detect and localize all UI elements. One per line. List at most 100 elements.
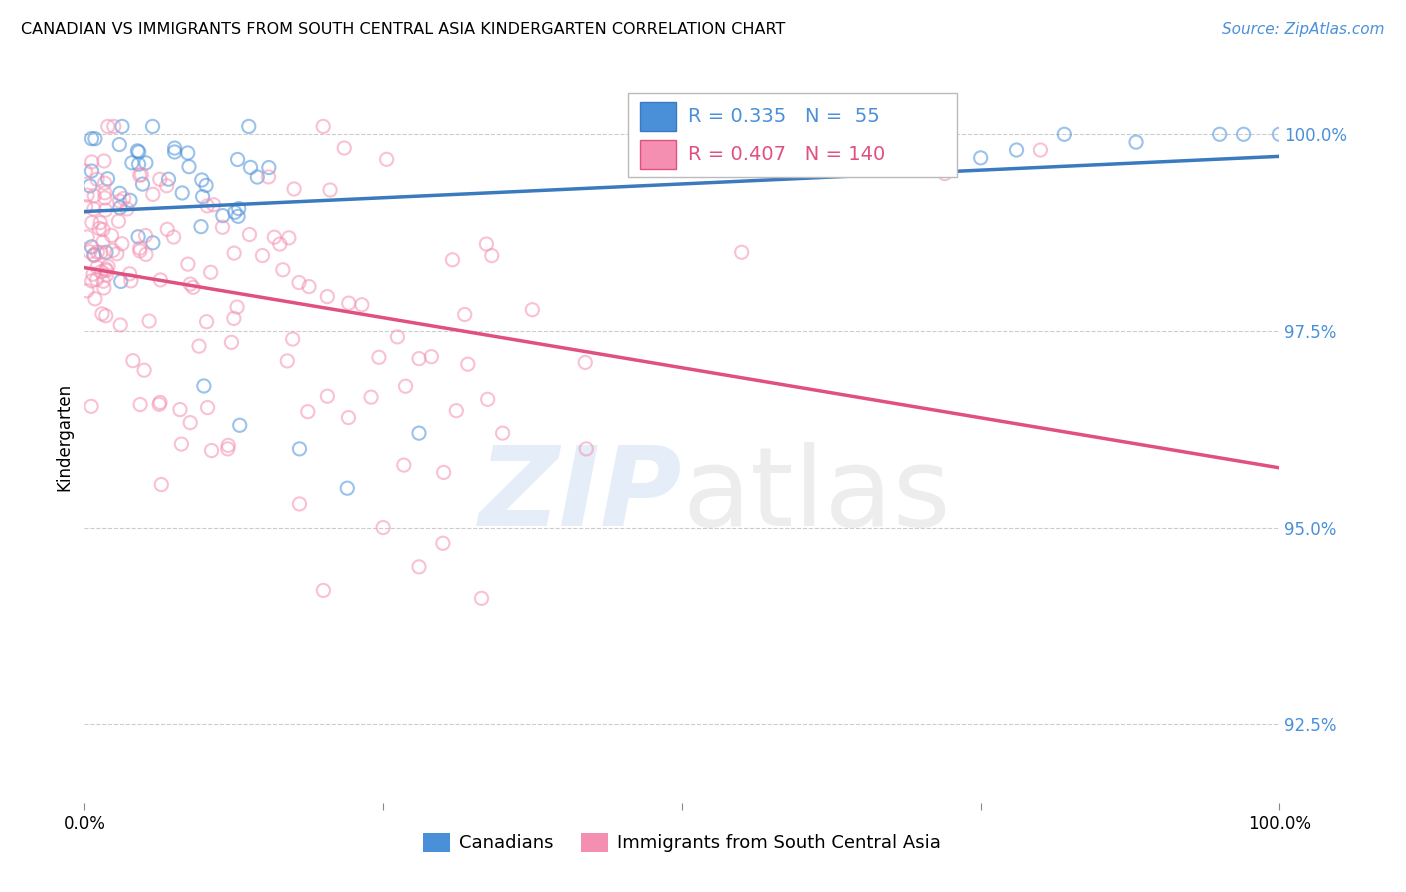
Point xyxy=(80,274,103,288)
Point xyxy=(373,520,395,534)
Point xyxy=(135,247,157,261)
Bar xyxy=(640,139,676,169)
Point xyxy=(121,156,143,170)
Point xyxy=(392,458,415,472)
Point xyxy=(224,205,246,219)
Point xyxy=(156,178,179,193)
Point xyxy=(138,314,160,328)
Y-axis label: Kindergarten: Kindergarten xyxy=(55,383,73,491)
Point xyxy=(574,355,596,369)
Point xyxy=(127,144,149,158)
Text: R = 0.407   N = 140: R = 0.407 N = 140 xyxy=(688,145,886,164)
Point xyxy=(1233,128,1256,142)
Point xyxy=(188,339,211,353)
FancyBboxPatch shape xyxy=(628,94,957,178)
Point xyxy=(108,137,131,152)
Point xyxy=(122,353,145,368)
Point xyxy=(477,392,499,407)
Point xyxy=(457,357,479,371)
Point xyxy=(96,268,118,282)
Point xyxy=(433,466,456,480)
Point xyxy=(97,120,120,134)
Point xyxy=(131,168,153,182)
Point xyxy=(96,263,118,277)
Point xyxy=(128,157,150,171)
Point xyxy=(441,252,464,267)
Point xyxy=(337,296,360,310)
Point xyxy=(142,235,165,250)
Point xyxy=(91,235,114,250)
Point xyxy=(1125,135,1147,149)
Point xyxy=(86,260,108,275)
Point xyxy=(283,182,305,196)
Point xyxy=(110,318,132,332)
Point xyxy=(252,248,274,262)
Point xyxy=(281,332,304,346)
Point xyxy=(83,131,105,145)
Point xyxy=(934,167,956,181)
Point xyxy=(84,292,107,306)
Point xyxy=(105,246,128,260)
Point xyxy=(118,194,141,208)
Point xyxy=(115,202,138,216)
Point xyxy=(1209,128,1232,142)
Point xyxy=(110,275,132,289)
Point xyxy=(177,145,200,160)
Point xyxy=(368,351,391,365)
Point xyxy=(337,410,360,425)
Point xyxy=(191,173,214,187)
Point xyxy=(200,265,222,279)
Point xyxy=(170,437,193,451)
Point xyxy=(94,186,117,200)
Point xyxy=(226,300,249,314)
Point xyxy=(111,236,134,251)
Point xyxy=(79,178,101,193)
Point xyxy=(108,201,131,215)
Point xyxy=(82,267,104,281)
Point xyxy=(97,260,120,274)
Point xyxy=(224,246,246,260)
Point xyxy=(172,186,194,200)
Point xyxy=(80,216,103,230)
Point xyxy=(211,220,233,235)
Point xyxy=(131,177,153,191)
Point xyxy=(522,302,544,317)
Point xyxy=(408,351,430,366)
Point xyxy=(333,141,356,155)
Point xyxy=(271,262,294,277)
Point xyxy=(195,199,218,213)
Point xyxy=(211,209,233,223)
Point xyxy=(142,120,165,134)
Point xyxy=(360,390,382,404)
Point xyxy=(76,230,98,244)
Point xyxy=(350,298,373,312)
Point xyxy=(108,194,131,208)
Point xyxy=(1005,143,1028,157)
Point xyxy=(112,192,135,206)
Point xyxy=(191,189,214,203)
Point xyxy=(217,438,239,452)
Point xyxy=(276,354,298,368)
Point xyxy=(375,153,398,167)
Point xyxy=(394,379,416,393)
Point xyxy=(277,231,299,245)
Point xyxy=(190,219,212,234)
Point xyxy=(298,279,321,293)
Point xyxy=(103,120,125,134)
Point xyxy=(89,216,111,230)
Point xyxy=(181,280,204,294)
Point xyxy=(246,169,269,184)
Point xyxy=(312,120,335,134)
Point xyxy=(288,276,311,290)
Point xyxy=(129,397,152,411)
Legend: Canadians, Immigrants from South Central Asia: Canadians, Immigrants from South Central… xyxy=(416,826,948,860)
Point xyxy=(257,169,280,184)
Point xyxy=(94,245,117,260)
Point xyxy=(118,267,141,281)
Point xyxy=(80,164,103,178)
Point xyxy=(195,178,218,193)
Point xyxy=(475,237,498,252)
Point xyxy=(316,290,339,304)
Point xyxy=(142,187,165,202)
Point xyxy=(229,418,252,433)
